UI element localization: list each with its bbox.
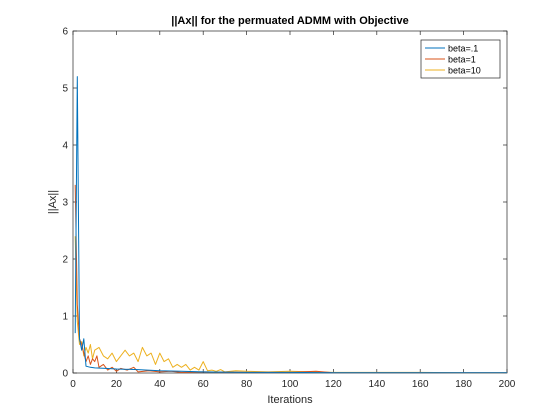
x-tick-label: 100 bbox=[282, 379, 299, 390]
y-tick-label: 0 bbox=[62, 369, 68, 380]
x-tick-label: 20 bbox=[111, 379, 123, 390]
x-tick-label: 200 bbox=[499, 379, 516, 390]
x-tick-label: 160 bbox=[412, 379, 429, 390]
series-group bbox=[74, 76, 507, 374]
y-tick-label: 3 bbox=[62, 198, 68, 209]
axes-box bbox=[72, 30, 508, 374]
legend-entry-label: beta=.1 bbox=[448, 44, 478, 54]
y-tick-label: 6 bbox=[62, 27, 68, 38]
x-tick-label: 120 bbox=[325, 379, 342, 390]
legend-entry-label: beta=1 bbox=[448, 55, 476, 65]
y-tick-label: 2 bbox=[62, 255, 68, 266]
y-tick-label: 4 bbox=[62, 141, 68, 152]
x-tick-label: 40 bbox=[154, 379, 166, 390]
x-tick-label: 180 bbox=[455, 379, 472, 390]
x-tick-label: 60 bbox=[198, 379, 210, 390]
plot-area bbox=[72, 30, 508, 374]
x-tick-label: 140 bbox=[368, 379, 385, 390]
x-tick-label: 80 bbox=[241, 379, 253, 390]
y-axis-label: ||Ax|| bbox=[47, 190, 59, 214]
x-axis-label: Iterations bbox=[267, 394, 313, 406]
chart-title: ||Ax|| for the permuated ADMM with Objec… bbox=[171, 15, 408, 27]
legend-entry-label: beta=10 bbox=[448, 66, 481, 76]
series-line-beta-1 bbox=[74, 76, 507, 374]
x-tick-label: 0 bbox=[70, 379, 76, 390]
axis-ticks: 0 20 40 60 80 100 120 140 160 180 200 0 1 2 3 4 5 6 bbox=[62, 27, 515, 391]
y-tick-label: 1 bbox=[62, 312, 68, 323]
series-line-beta-10 bbox=[74, 236, 507, 374]
y-tick-label: 5 bbox=[62, 84, 68, 95]
